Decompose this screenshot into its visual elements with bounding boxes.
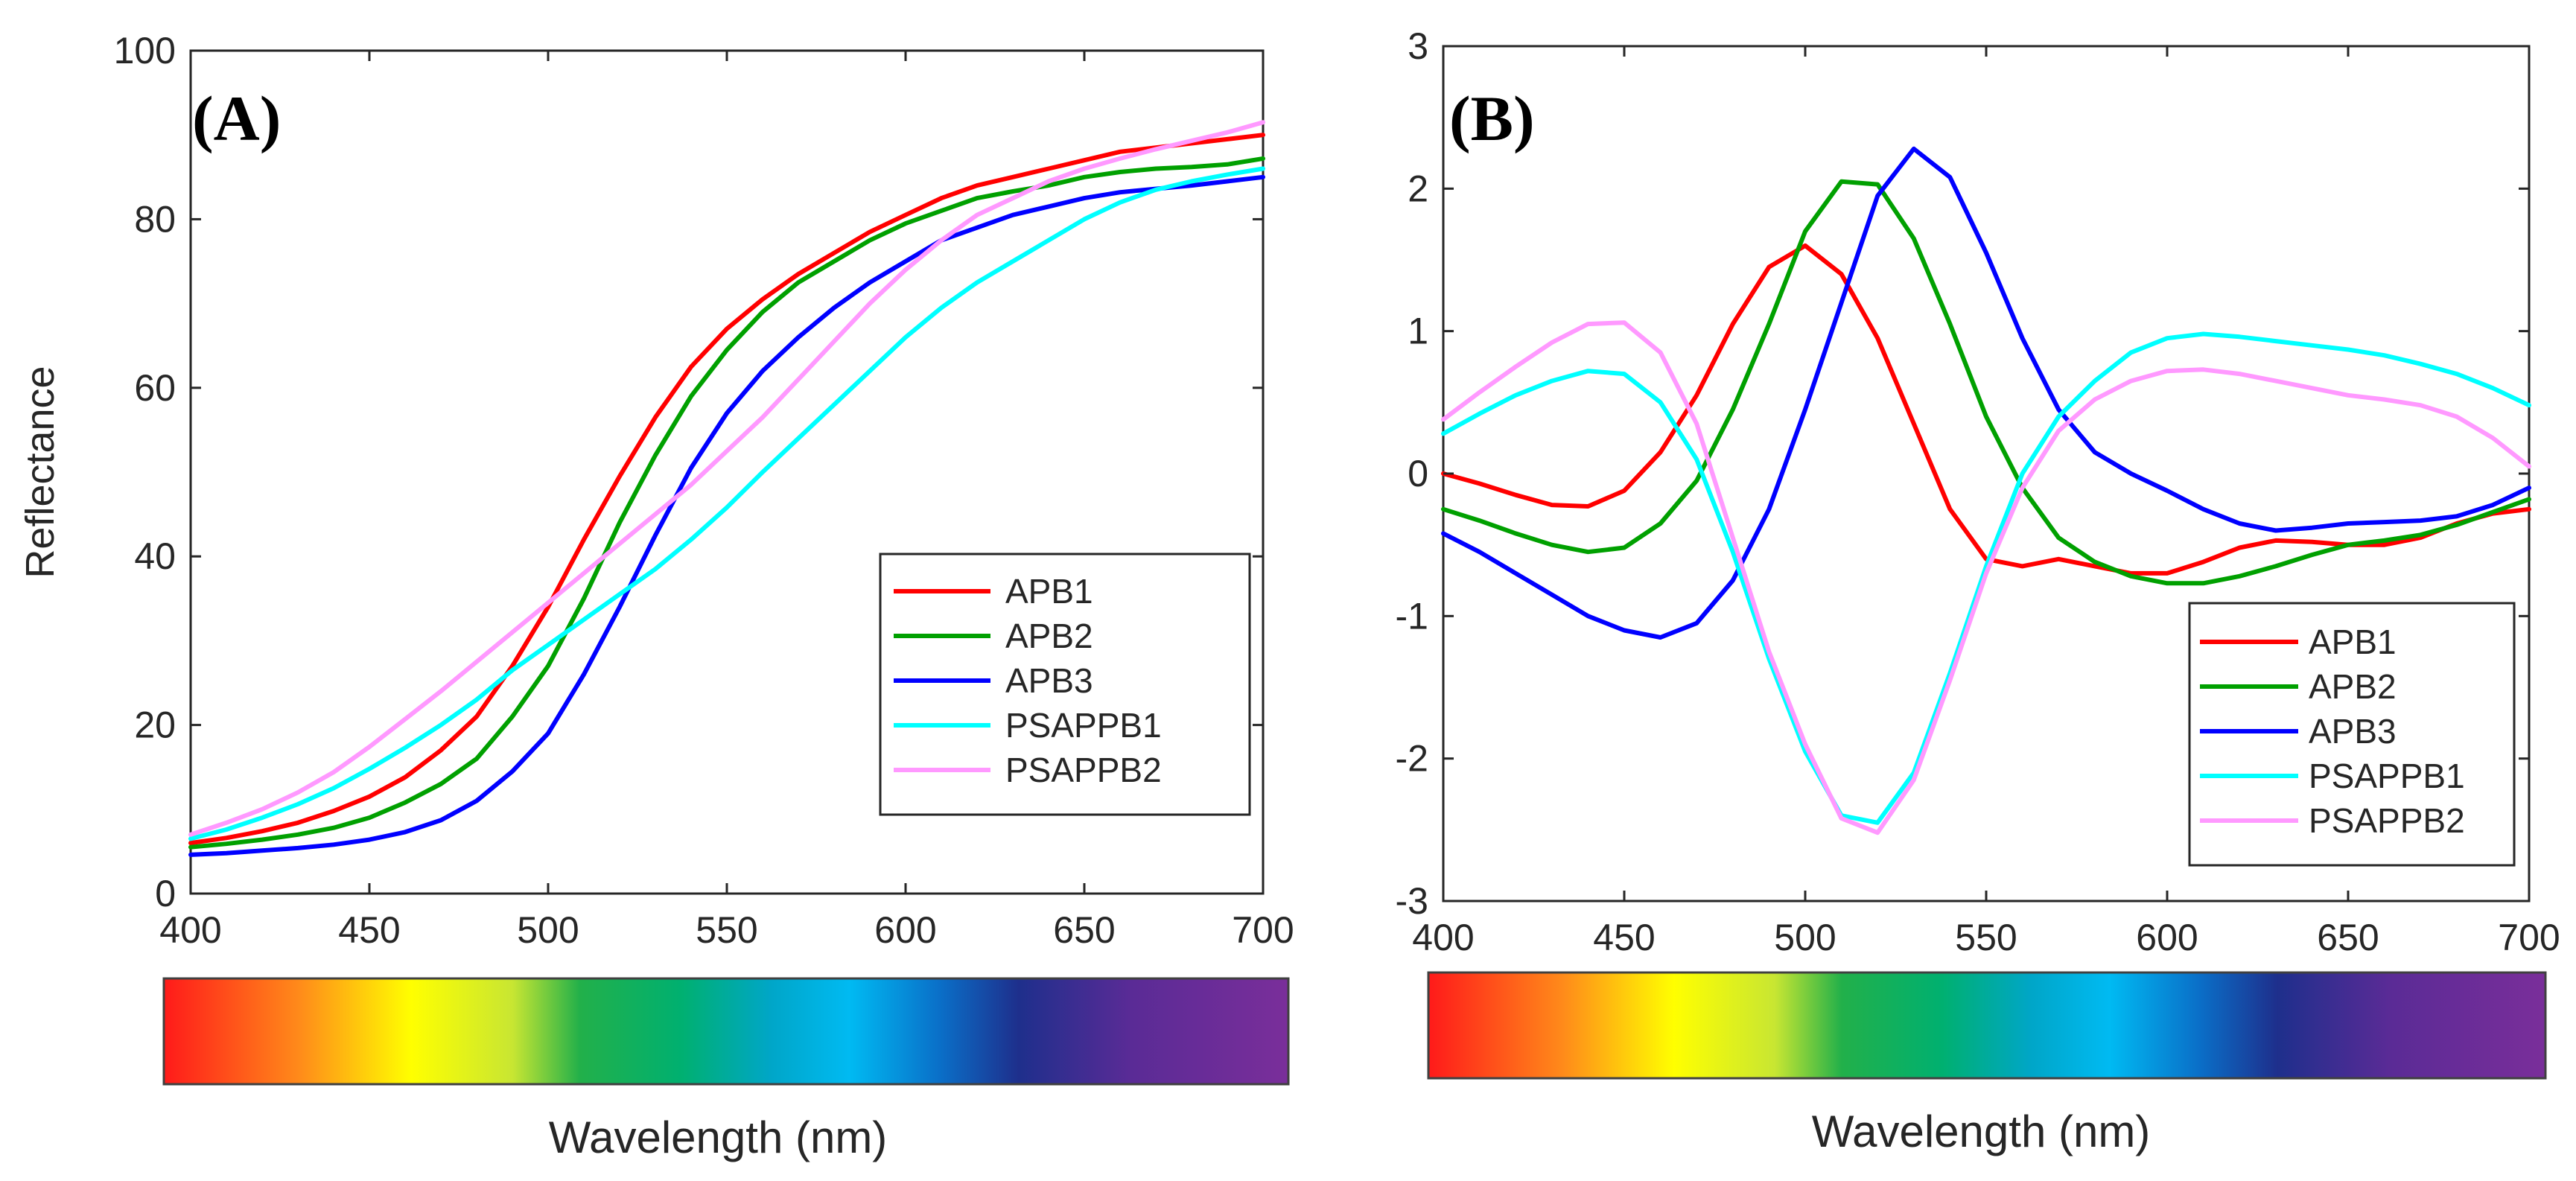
panel-b-color-bar-label: Wavelength (nm) (1812, 1107, 2151, 1156)
panel-a-series-psappb2 (188, 120, 1265, 837)
panel-a-x-tick-label: 450 (338, 909, 400, 951)
panel-b-ticks: 400 450 500 550 600 650 700 -3 -2 -1 0 1 2 3 (1396, 25, 2560, 958)
panel-b-legend: APB1 APB2 APB3 PSAPPB1 PSAPPB2 (2188, 602, 2516, 867)
panel-a-label: (A) (192, 83, 281, 154)
panel-a-x-tick-label: 550 (696, 909, 757, 951)
panel-b-color-bar (1427, 971, 2547, 1080)
panel-a-color-bar (162, 977, 1290, 1086)
panel-a-series-apb3 (188, 174, 1265, 857)
panel-b-y-tick-label: 3 (1408, 25, 1428, 67)
panel-b-series-apb3 (1441, 146, 2531, 640)
panel-a-series-apb2 (188, 156, 1265, 850)
panel-b-x-tick-label: 500 (1774, 917, 1836, 958)
panel-b-legend-label-apb2: APB2 (2309, 667, 2397, 706)
panel-a-legend-label-psappb2: PSAPPB2 (1005, 751, 1162, 789)
panel-a-y-tick-label: 100 (114, 30, 176, 71)
panel-a-x-tick-label: 600 (874, 909, 936, 951)
panel-b-x-tick-label: 400 (1412, 917, 1474, 958)
panel-a-y-tick-label: 0 (155, 873, 176, 914)
panel-a-y-tick-label: 60 (134, 367, 176, 409)
panel-b-y-tick-label: -3 (1396, 880, 1428, 922)
panel-a-legend: APB1 APB2 APB3 PSAPPB1 PSAPPB2 (879, 553, 1251, 816)
panel-a-x-tick-label: 500 (517, 909, 579, 951)
panel-b-x-tick-label: 700 (2498, 917, 2560, 958)
panel-b-legend-label-apb3: APB3 (2309, 712, 2397, 751)
panel-a-legend-label-psappb1: PSAPPB1 (1005, 706, 1162, 745)
panel-b-x-tick-label: 650 (2317, 917, 2379, 958)
panel-a-y-tick-label: 40 (134, 535, 176, 577)
panel-a-color-bar-label: Wavelength (nm) (549, 1112, 888, 1162)
panel-b-series-apb2 (1441, 179, 2531, 586)
panel-b-series-group (1441, 146, 2531, 835)
panel-b-legend-label-psappb1: PSAPPB1 (2309, 757, 2465, 795)
panel-a-series-apb1 (188, 133, 1265, 846)
panel-a-x-tick-label: 650 (1053, 909, 1115, 951)
panel-a-y-axis-label: Reflectance (18, 366, 63, 578)
panel-b-label: (B) (1449, 83, 1535, 154)
panel-b-y-tick-label: -2 (1396, 738, 1428, 780)
panel-a-x-tick-label: 700 (1232, 909, 1294, 951)
panel-b-legend-label-apb1: APB1 (2309, 623, 2397, 661)
panel-b: 400 450 500 550 600 650 700 -3 -2 -1 0 1 2 3 (B) APB1… (1396, 25, 2560, 1156)
panel-a: 400 450 500 550 600 650 700 0 20 40 60 80 100 (A) Re… (18, 30, 1294, 1162)
panel-b-legend-label-psappb2: PSAPPB2 (2309, 801, 2465, 840)
panel-b-y-tick-label: 0 (1408, 453, 1428, 494)
panel-a-y-tick-label: 20 (134, 704, 176, 746)
panel-b-series-psappb1 (1441, 331, 2531, 825)
panel-b-x-tick-label: 450 (1593, 917, 1655, 958)
panel-a-series-psappb1 (188, 166, 1265, 841)
panel-a-legend-label-apb1: APB1 (1005, 572, 1093, 611)
panel-b-series-psappb2 (1441, 320, 2531, 835)
panel-a-y-tick-label: 80 (134, 198, 176, 240)
panel-b-y-tick-label: 2 (1408, 168, 1428, 209)
panel-a-x-tick-label: 400 (159, 909, 221, 951)
panel-b-x-tick-label: 600 (2136, 917, 2198, 958)
panel-a-legend-label-apb2: APB2 (1005, 617, 1093, 655)
panel-b-y-tick-label: 1 (1408, 311, 1428, 352)
panel-a-legend-label-apb3: APB3 (1005, 661, 1093, 700)
panel-b-x-tick-label: 550 (1955, 917, 2017, 958)
panel-b-y-tick-label: -1 (1396, 595, 1428, 637)
panel-a-series-group (188, 120, 1265, 857)
panel-a-ticks: 400 450 500 550 600 650 700 0 20 40 60 80 100 (114, 30, 1294, 951)
